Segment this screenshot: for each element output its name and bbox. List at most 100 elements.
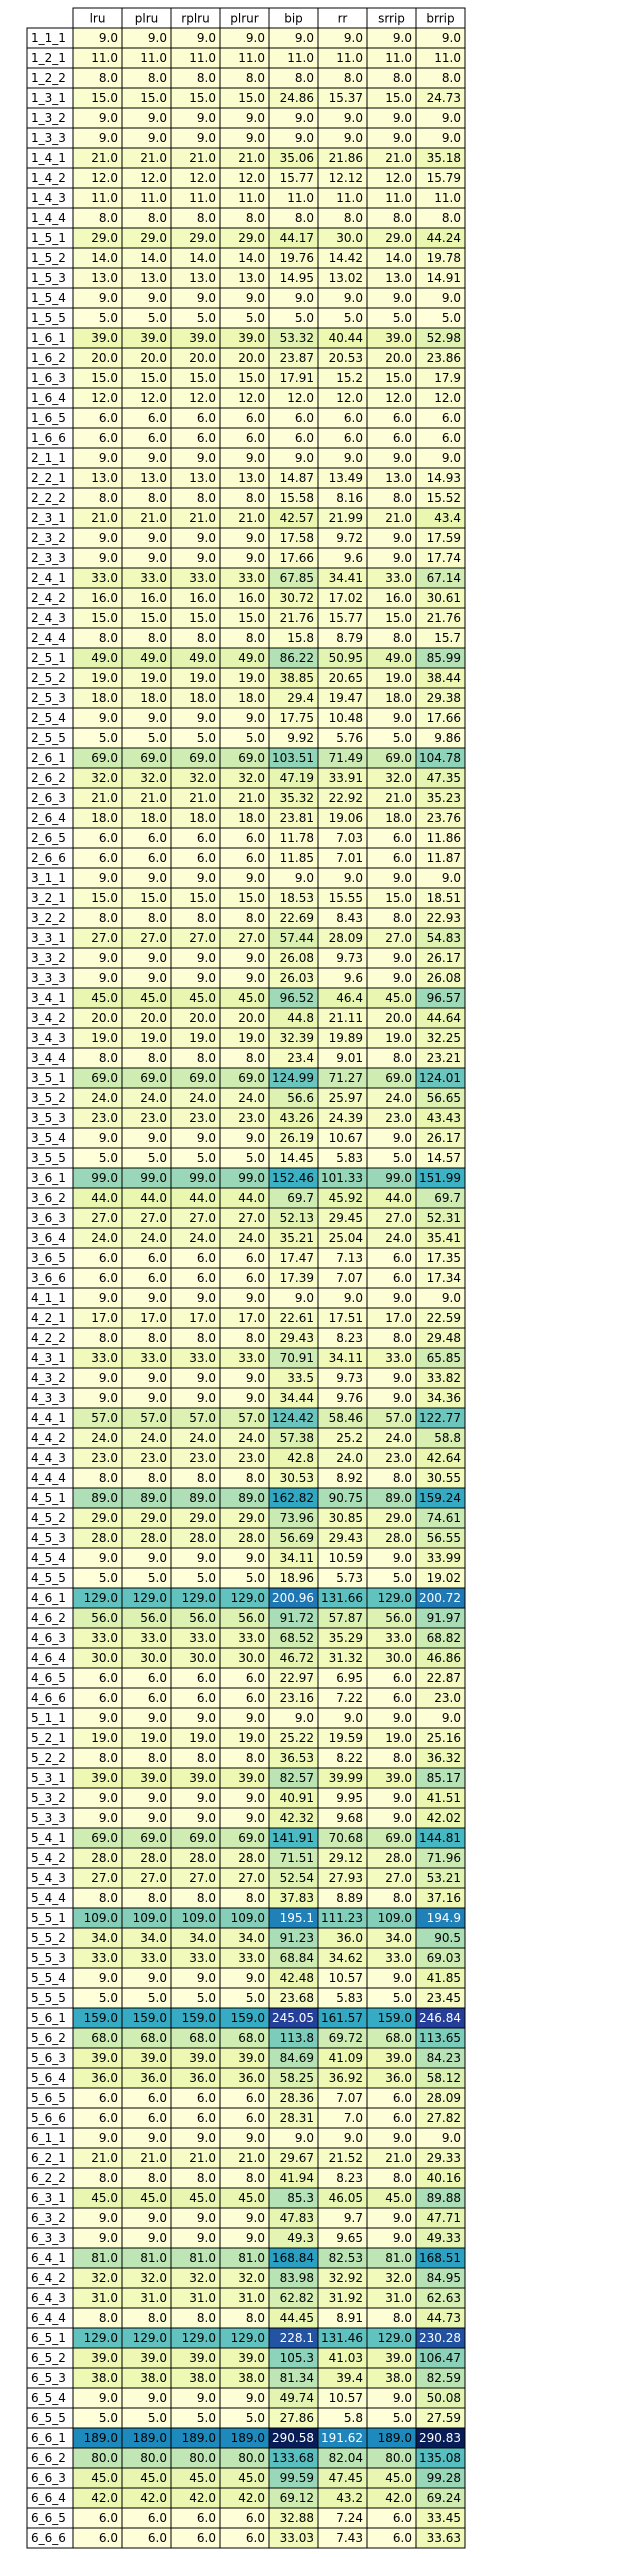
heatmap-cell-value: 19.47 (329, 691, 363, 705)
heatmap-cell-value: 5.0 (344, 311, 363, 325)
heatmap-cell-value: 9.76 (336, 1391, 363, 1405)
heatmap-cell-value: 19.0 (140, 1731, 167, 1745)
heatmap-cell-value: 159.0 (231, 2011, 265, 2025)
row-label: 3_4_4 (31, 1051, 66, 1065)
heatmap-cell-value: 15.7 (434, 631, 461, 645)
heatmap-cell-value: 24.0 (385, 1431, 412, 1445)
heatmap-cell-value: 9.0 (393, 1391, 412, 1405)
heatmap-cell-value: 22.69 (280, 911, 314, 925)
heatmap-cell-value: 5.76 (336, 731, 363, 745)
heatmap-cell-value: 42.0 (385, 2491, 412, 2505)
heatmap-cell-value: 42.02 (427, 1811, 461, 1825)
heatmap-cell-value: 200.96 (272, 1591, 314, 1605)
heatmap-cell-value: 42.64 (427, 1451, 461, 1465)
heatmap-cell-value: 58.12 (427, 2071, 461, 2085)
heatmap-cell-value: 9.0 (148, 291, 167, 305)
heatmap-cell-value: 6.0 (442, 411, 461, 425)
heatmap-cell-value: 6.0 (148, 1271, 167, 1285)
heatmap-cell-value: 12.0 (238, 171, 265, 185)
heatmap-cell-value: 9.0 (99, 1971, 118, 1985)
heatmap-cell-value: 9.0 (197, 1291, 216, 1305)
row-label: 5_6_4 (31, 2071, 66, 2085)
heatmap-cell-value: 39.0 (238, 2051, 265, 2065)
heatmap-cell-value: 33.0 (385, 1951, 412, 1965)
heatmap-cell-value: 12.0 (140, 171, 167, 185)
heatmap-cell-value: 80.0 (189, 2451, 216, 2465)
heatmap-cell-value: 8.92 (336, 1471, 363, 1485)
heatmap-cell-value: 8.0 (246, 2171, 265, 2185)
heatmap-cell-value: 21.0 (140, 791, 167, 805)
heatmap-cell-value: 20.0 (91, 351, 118, 365)
heatmap-cell-value: 8.16 (336, 491, 363, 505)
heatmap-cell-value: 9.0 (99, 2211, 118, 2225)
row-label: 5_6_6 (31, 2111, 66, 2125)
heatmap-cell-value: 8.91 (336, 2311, 363, 2325)
heatmap-cell-value: 39.0 (91, 331, 118, 345)
heatmap-cell-value: 42.0 (238, 2491, 265, 2505)
heatmap-cell-value: 17.74 (427, 551, 461, 565)
heatmap-cell-value: 13.0 (385, 271, 412, 285)
heatmap-cell-value: 5.0 (99, 1991, 118, 2005)
heatmap-cell-value: 31.92 (329, 2291, 363, 2305)
heatmap-cell-value: 11.0 (189, 191, 216, 205)
row-label: 2_3_3 (31, 551, 66, 565)
heatmap-cell-value: 30.55 (427, 1471, 461, 1485)
heatmap-cell-value: 57.0 (385, 1411, 412, 1425)
heatmap-cell-value: 91.72 (280, 1611, 314, 1625)
heatmap-cell-value: 69.0 (238, 751, 265, 765)
heatmap-cell-value: 49.0 (140, 651, 167, 665)
heatmap-cell-value: 8.0 (393, 71, 412, 85)
heatmap-cell-value: 9.0 (148, 1971, 167, 1985)
row-label: 1_5_1 (31, 231, 66, 245)
row-label: 6_1_1 (31, 2131, 66, 2145)
heatmap-cell-value: 9.0 (148, 871, 167, 885)
heatmap-cell-value: 52.54 (280, 1871, 314, 1885)
row-label: 2_4_4 (31, 631, 66, 645)
heatmap-cell-value: 290.83 (419, 2431, 461, 2445)
row-label: 4_4_3 (31, 1451, 66, 1465)
row-label: 3_4_1 (31, 991, 66, 1005)
row-label: 3_3_1 (31, 931, 66, 945)
heatmap-cell-value: 19.0 (385, 671, 412, 685)
heatmap-cell-value: 32.0 (189, 2271, 216, 2285)
heatmap-cell-value: 27.0 (189, 1211, 216, 1225)
heatmap-cell-value: 10.57 (329, 1971, 363, 1985)
heatmap-cell-value: 21.0 (91, 791, 118, 805)
heatmap-cell-value: 9.0 (197, 451, 216, 465)
heatmap-cell-value: 90.75 (329, 1491, 363, 1505)
heatmap-cell-value: 8.0 (148, 1751, 167, 1765)
heatmap-cell-value: 9.0 (246, 971, 265, 985)
heatmap-cell-value: 17.58 (280, 531, 314, 545)
heatmap-cell-value: 129.0 (231, 1591, 265, 1605)
heatmap-cell-value: 22.61 (280, 1311, 314, 1325)
heatmap-cell-value: 36.0 (336, 1931, 363, 1945)
heatmap-cell-value: 191.62 (321, 2431, 363, 2445)
heatmap-cell-value: 28.0 (140, 1851, 167, 1865)
heatmap-cell-value: 10.57 (329, 2391, 363, 2405)
heatmap-cell-value: 9.0 (442, 1291, 461, 1305)
heatmap-cell-value: 37.16 (427, 1891, 461, 1905)
heatmap-cell-value: 89.88 (427, 2191, 461, 2205)
heatmap-cell-value: 33.0 (189, 1351, 216, 1365)
heatmap-cell-value: 25.97 (329, 1091, 363, 1105)
heatmap-cell-value: 21.0 (189, 511, 216, 525)
heatmap-cell-value: 84.95 (427, 2271, 461, 2285)
heatmap-cell-value: 9.0 (246, 1371, 265, 1385)
heatmap-cell-value: 9.0 (246, 2391, 265, 2405)
row-label: 3_3_2 (31, 951, 66, 965)
heatmap-cell-value: 9.0 (246, 1131, 265, 1145)
row-label: 1_4_1 (31, 151, 66, 165)
heatmap-cell-value: 9.0 (99, 131, 118, 145)
heatmap-cell-value: 32.92 (329, 2271, 363, 2285)
heatmap-cell-value: 9.0 (246, 551, 265, 565)
heatmap-cell-value: 41.85 (427, 1971, 461, 1985)
heatmap-cell-value: 69.7 (434, 1191, 461, 1205)
heatmap-cell-value: 9.0 (393, 1711, 412, 1725)
heatmap-cell-value: 33.82 (427, 1371, 461, 1385)
heatmap-cell-value: 28.36 (280, 2091, 314, 2105)
heatmap-cell-value: 52.98 (427, 331, 461, 345)
heatmap-cell-value: 96.52 (280, 991, 314, 1005)
heatmap-cell-value: 24.0 (140, 1431, 167, 1445)
heatmap-cell-value: 53.32 (280, 331, 314, 345)
heatmap-cell-value: 11.0 (434, 51, 461, 65)
